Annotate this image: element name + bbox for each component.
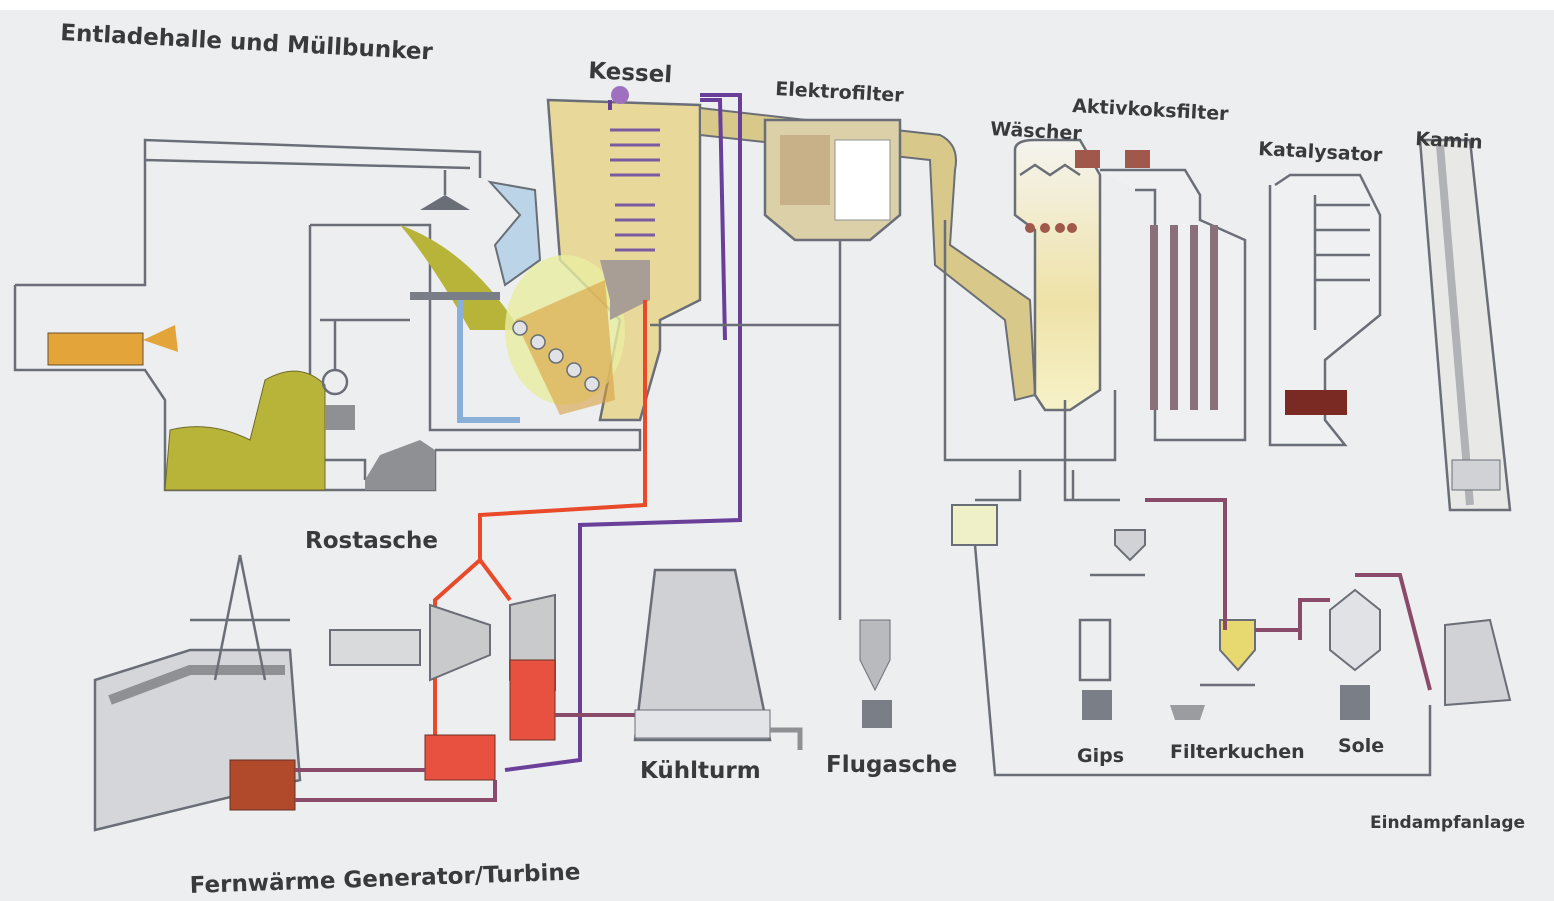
- boiler-part-part: [531, 335, 545, 349]
- emission-monitor: [1452, 460, 1500, 490]
- label-fly-ash: Flugasche: [826, 752, 957, 778]
- label-cooling-tower: Kühlturm: [640, 758, 761, 784]
- residue-treatment-part: [1082, 690, 1112, 720]
- label-brine: Sole: [1338, 735, 1384, 757]
- boiler-part-part: [549, 349, 563, 363]
- process-diagram: Entladehalle und Müllbunker Kessel Elekt…: [0, 0, 1554, 901]
- label-boiler: Kessel: [588, 58, 673, 88]
- boiler-part-part: [513, 321, 527, 335]
- top-edge: [0, 0, 1554, 10]
- settling-tank: [952, 505, 997, 545]
- feed-hopper: [410, 292, 500, 300]
- condenser: [510, 660, 555, 740]
- residue-treatment-part: [1340, 685, 1370, 720]
- scrubber-part-part: [1025, 223, 1035, 233]
- scrubber-part-part: [1055, 223, 1065, 233]
- electrostatic-filter-part: [780, 135, 830, 205]
- label-chimney: Kamin: [1415, 128, 1483, 153]
- label-gypsum: Gips: [1077, 745, 1124, 767]
- activated-coke-filter-part-part: [1210, 225, 1218, 410]
- boiler-part: [611, 86, 629, 104]
- scrubber-part: [1075, 150, 1100, 168]
- truck: [48, 333, 143, 365]
- scrubber-part: [1125, 150, 1150, 168]
- residue-treatment-part: [1170, 705, 1205, 720]
- cooling-tower-part: [635, 710, 770, 738]
- label-bottom-ash: Rostasche: [305, 528, 438, 554]
- activated-coke-filter-part-part: [1190, 225, 1198, 410]
- boiler-part-part: [567, 363, 581, 377]
- district-heating-exchanger: [230, 760, 295, 810]
- label-evaporation-plant: Eindampfanlage: [1370, 813, 1525, 833]
- crane-drive: [325, 405, 355, 430]
- electrostatic-filter-part: [835, 140, 890, 220]
- scrubber-part-part: [1040, 223, 1050, 233]
- activated-coke-filter-part-part: [1150, 225, 1158, 410]
- generator: [330, 630, 420, 665]
- boiler-part-part: [585, 377, 599, 391]
- scrubber-part-part: [1067, 223, 1077, 233]
- fly-ash-truck: [862, 700, 892, 728]
- label-filter-cake: Filterkuchen: [1170, 741, 1305, 763]
- catalyst-heater: [1285, 390, 1347, 415]
- heat-exchanger: [425, 735, 495, 780]
- activated-coke-filter-part-part: [1170, 225, 1178, 410]
